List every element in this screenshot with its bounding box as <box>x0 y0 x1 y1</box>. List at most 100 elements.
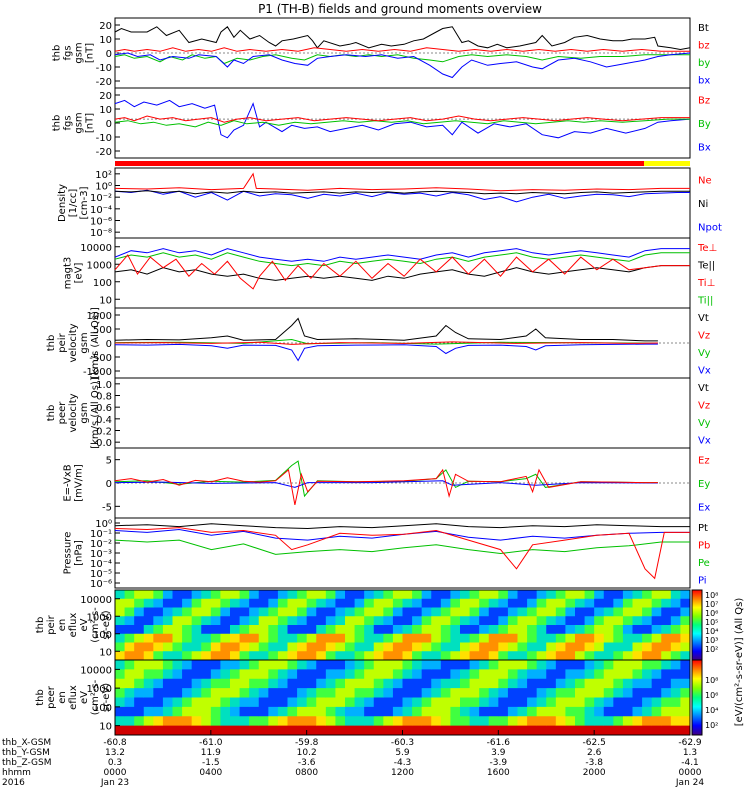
spectrogram-cell <box>594 678 605 689</box>
spectrogram-cell <box>584 651 595 661</box>
y-tick-label: 10000 <box>80 243 112 254</box>
spectrogram-cell <box>230 706 241 717</box>
spectrogram-cell <box>182 598 193 608</box>
spectrogram-cell <box>364 697 375 708</box>
spectrogram-cell <box>335 706 346 717</box>
spectrogram-cell <box>575 697 586 708</box>
spectrogram-cell <box>603 625 614 635</box>
spectrogram-cell <box>651 725 662 736</box>
spectrogram-cell <box>680 688 691 698</box>
spectrogram-cell <box>632 590 643 600</box>
spectrogram-cell <box>546 678 557 689</box>
spectrogram-cell <box>622 669 633 680</box>
spectrogram-cell <box>498 716 509 727</box>
spectrogram-cell <box>546 590 557 600</box>
spectrogram-cell <box>469 706 480 717</box>
spectrogram-cell <box>603 678 614 689</box>
spectrogram-cell <box>575 642 586 652</box>
spectrogram-cell <box>287 590 298 600</box>
spectrogram-cell <box>124 651 135 661</box>
spectrogram-cell <box>335 651 346 661</box>
spectrogram-cell <box>460 669 471 680</box>
spectrogram-cell <box>220 660 231 670</box>
spectrogram-cell <box>632 616 643 626</box>
spectrogram-cell <box>613 616 624 626</box>
spectrogram-cell <box>412 697 423 708</box>
spectrogram-cell <box>440 598 451 608</box>
spectrogram-cell <box>402 669 413 680</box>
spectrogram-cell <box>258 688 269 698</box>
y-axis-label: Pressure [nPa] <box>63 532 85 575</box>
spectrogram-cell <box>220 678 231 689</box>
spectrogram-cell <box>642 660 653 670</box>
spectrogram-cell <box>258 697 269 708</box>
spectrogram-cell <box>670 678 681 689</box>
y-axis-label-line: gsm <box>79 402 90 423</box>
y-axis-label-line: thb <box>46 335 57 352</box>
spectrogram-cell <box>603 607 614 617</box>
spectrogram-cell <box>277 688 288 698</box>
spectrogram-cell <box>469 688 480 698</box>
spectrogram-cell <box>412 616 423 626</box>
spectrogram-cell <box>507 669 518 680</box>
spectrogram-cell <box>479 678 490 689</box>
spectrogram-cell <box>440 678 451 689</box>
spectrogram-cell <box>143 725 154 736</box>
spectrogram-cell <box>354 688 365 698</box>
series-line <box>114 52 691 79</box>
spectrogram-cell <box>613 669 624 680</box>
spectrogram-cell <box>153 616 164 626</box>
colorbar-tick-label: 10⁶ <box>705 609 718 618</box>
spectrogram-cell <box>670 607 681 617</box>
x-row-label: thb_Y-GSM <box>2 748 50 758</box>
spectrogram-cell <box>364 598 375 608</box>
chart-title: P1 (TH-B) fields and ground moments over… <box>258 2 542 16</box>
spectrogram-cell <box>239 616 250 626</box>
spectrogram-cell <box>383 607 394 617</box>
spectrogram-cell <box>431 598 442 608</box>
spectrogram-cell <box>373 616 384 626</box>
legend-entry: Vx <box>698 435 711 446</box>
spectrogram-cell <box>632 688 643 698</box>
spectrogram-cell <box>412 669 423 680</box>
spectrogram-cell <box>527 651 538 661</box>
spectrogram-cell <box>191 725 202 736</box>
y-axis-label-line: gsm <box>74 112 85 133</box>
spectrogram-cell <box>527 669 538 680</box>
spectrogram-cell <box>364 590 375 600</box>
spectrogram-cell <box>153 706 164 717</box>
spectrogram-cell <box>162 678 173 689</box>
y-axis-label-line: thb <box>52 115 63 132</box>
y-axis-label-line: peer <box>57 401 68 425</box>
spectrogram-cell <box>479 616 490 626</box>
spectrogram-cell <box>306 598 317 608</box>
y-axis-label-line: [1/cc] <box>68 189 79 218</box>
spectrogram-cell <box>210 688 221 698</box>
spectrogram-cell <box>546 642 557 652</box>
spectrogram-cell <box>124 633 135 643</box>
panel-peer_spectrogram: 10000 1000 100 10 thb peer en eflux eV (cm²-s-sr-… <box>35 659 691 736</box>
spectrogram-cell <box>364 651 375 661</box>
spectrogram-cell <box>536 706 547 717</box>
spectrogram-cell <box>670 669 681 680</box>
spectrogram-cell <box>555 669 566 680</box>
spectrogram-cell <box>642 625 653 635</box>
spectrogram-cell <box>431 669 442 680</box>
spectrogram-cell <box>661 678 672 689</box>
spectrogram-cell <box>268 697 279 708</box>
spectrogram-cell <box>201 598 212 608</box>
spectrogram-cell <box>603 642 614 652</box>
spectrogram-cell <box>172 697 183 708</box>
series-line <box>114 539 690 555</box>
spectrogram-cell <box>191 607 202 617</box>
spectrogram-cell <box>124 642 135 652</box>
spectrogram-cell <box>498 633 509 643</box>
spectrogram-cell <box>498 660 509 670</box>
spectrogram-cell <box>565 607 576 617</box>
spectrogram-cell <box>488 660 499 670</box>
spectrogram-cell <box>277 716 288 727</box>
spectrogram-cell <box>325 688 336 698</box>
series-line <box>114 341 658 345</box>
